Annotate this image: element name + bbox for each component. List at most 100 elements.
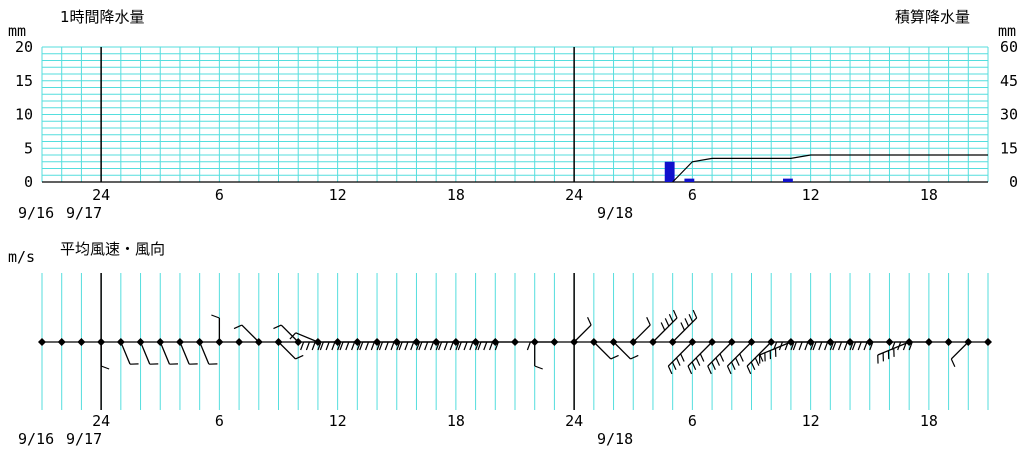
y-tick-label: 5 bbox=[24, 139, 33, 157]
x-date-label: 9/17 bbox=[66, 204, 102, 222]
x-hour-label: 18 bbox=[920, 412, 938, 430]
wind-barb-feather bbox=[778, 341, 783, 351]
wind-barb-feather bbox=[390, 341, 395, 351]
wind-barb-feather bbox=[424, 341, 429, 351]
wind-barb-feather bbox=[739, 353, 744, 362]
wind-barb-feather bbox=[378, 341, 384, 351]
wind-barb-feather bbox=[443, 341, 448, 351]
x-date-label: 9/18 bbox=[597, 204, 633, 222]
x-hour-label: 12 bbox=[329, 186, 347, 204]
wind-barb-feather bbox=[792, 341, 797, 351]
precipitation-x-labels: 24 6 12 18 24 6 12 18 9/16 9/17 9/18 bbox=[18, 186, 938, 222]
wind-station-dot bbox=[77, 338, 86, 346]
x-hour-label: 24 bbox=[92, 186, 110, 204]
wind-barb-feather bbox=[438, 341, 443, 351]
wind-barb-feather bbox=[730, 361, 736, 370]
y-tick-label: 10 bbox=[15, 106, 33, 124]
x-hour-label: 6 bbox=[688, 412, 697, 430]
wind-barb-feather bbox=[784, 341, 789, 351]
wind-barb-feather bbox=[798, 341, 803, 351]
wind-barb-feather bbox=[726, 365, 732, 375]
wind-barb-feather bbox=[715, 357, 721, 366]
wind-barb-feather bbox=[526, 341, 531, 351]
wind-barb-feather bbox=[668, 314, 674, 323]
wind-barb-feather bbox=[773, 341, 778, 351]
wind-barb-feather bbox=[449, 341, 454, 351]
wind-barb-feather bbox=[699, 353, 705, 362]
wind-barb-shaft bbox=[593, 341, 612, 360]
wind-barb-feather bbox=[754, 357, 760, 366]
wind-barb-feather bbox=[337, 341, 342, 351]
x-hour-label: 18 bbox=[447, 412, 465, 430]
wind-barb-feather bbox=[429, 341, 434, 351]
wind-barb-feather bbox=[646, 317, 651, 326]
wind-barb-shaft bbox=[241, 324, 260, 343]
wind-barb-feather bbox=[824, 341, 829, 351]
right-y-tick-labels: 60 45 30 15 0 bbox=[1000, 38, 1018, 191]
x-hour-label: 18 bbox=[447, 186, 465, 204]
wind-barb-shaft bbox=[280, 324, 299, 343]
wind-barb-feather bbox=[488, 341, 494, 351]
wind-barb-shaft bbox=[159, 341, 171, 365]
wind-station-dot bbox=[38, 338, 46, 346]
wind-barb-feather bbox=[415, 341, 421, 351]
wind-barb-feather bbox=[351, 341, 356, 351]
wind-title: 平均風速・風向 bbox=[60, 240, 165, 258]
wind-barb-feather bbox=[667, 365, 673, 375]
wind-barb-feather bbox=[891, 341, 896, 351]
x-hour-label: 24 bbox=[565, 186, 583, 204]
wind-barb-feather bbox=[364, 341, 370, 351]
wind-barb-feather bbox=[273, 324, 282, 330]
hourly-precipitation-bars bbox=[664, 161, 793, 182]
wind-barb-feather bbox=[610, 354, 619, 360]
wind-barb-feather bbox=[832, 341, 837, 351]
wind-chart: m/s 平均風速・風向 24 6 12 18 24 6 12 18 9/16 9/17 9/18 bbox=[8, 240, 992, 448]
wind-barb-feather bbox=[410, 341, 415, 351]
wind-barb-shaft bbox=[950, 341, 969, 360]
wind-barb-feather bbox=[435, 341, 440, 351]
y-tick-label: 15 bbox=[15, 72, 33, 90]
wind-barb-feather bbox=[680, 353, 685, 362]
wind-barb-feather bbox=[812, 341, 817, 351]
wind-barb-feather bbox=[908, 341, 913, 351]
wind-barb-feather bbox=[311, 341, 316, 351]
wind-barb-feather bbox=[455, 341, 460, 351]
wind-barb-shaft bbox=[199, 341, 210, 365]
wind-barb-shaft bbox=[613, 341, 631, 360]
precip-bar bbox=[782, 178, 793, 182]
wind-barb-feather bbox=[680, 322, 685, 331]
wind-barb-shaft bbox=[573, 324, 592, 343]
wind-barb-feather bbox=[857, 341, 862, 351]
left-y-unit: mm bbox=[8, 22, 26, 40]
wind-barb-feather bbox=[829, 341, 834, 351]
wind-barb-feather bbox=[469, 341, 474, 351]
x-hour-label: 6 bbox=[215, 412, 224, 430]
wind-station-dot bbox=[944, 338, 953, 346]
cumulative-precipitation-line bbox=[672, 154, 988, 183]
wind-barb-feather bbox=[897, 341, 902, 351]
wind-barb-feather bbox=[660, 322, 666, 331]
wind-barb-feather bbox=[211, 314, 220, 319]
wind-barb-feather bbox=[100, 365, 110, 370]
wind-station-dot bbox=[57, 338, 66, 346]
wind-barb-feather bbox=[630, 354, 639, 360]
wind-barb-shaft bbox=[120, 341, 131, 365]
wind-barb-feather bbox=[587, 317, 592, 326]
wind-barb-feather bbox=[463, 341, 468, 351]
wind-barb-shaft bbox=[295, 332, 319, 343]
wind-barb-feather bbox=[317, 341, 322, 351]
x-date-label: 9/18 bbox=[597, 430, 633, 448]
wind-barb-feather bbox=[719, 353, 725, 362]
wind-barb-feather bbox=[950, 358, 956, 367]
wind-y-unit: m/s bbox=[8, 248, 35, 266]
wind-barb-feather bbox=[331, 341, 336, 351]
wind-barb-feather bbox=[692, 309, 698, 319]
wind-barb-feather bbox=[398, 341, 403, 351]
wind-barb-feather bbox=[711, 361, 716, 370]
wind-barb-feather bbox=[863, 341, 868, 351]
wind-barbs bbox=[38, 309, 992, 375]
wind-barb-shaft bbox=[278, 341, 296, 360]
wind-barb-feather bbox=[295, 354, 304, 360]
cumulative-precipitation-title: 積算降水量 bbox=[895, 8, 970, 26]
